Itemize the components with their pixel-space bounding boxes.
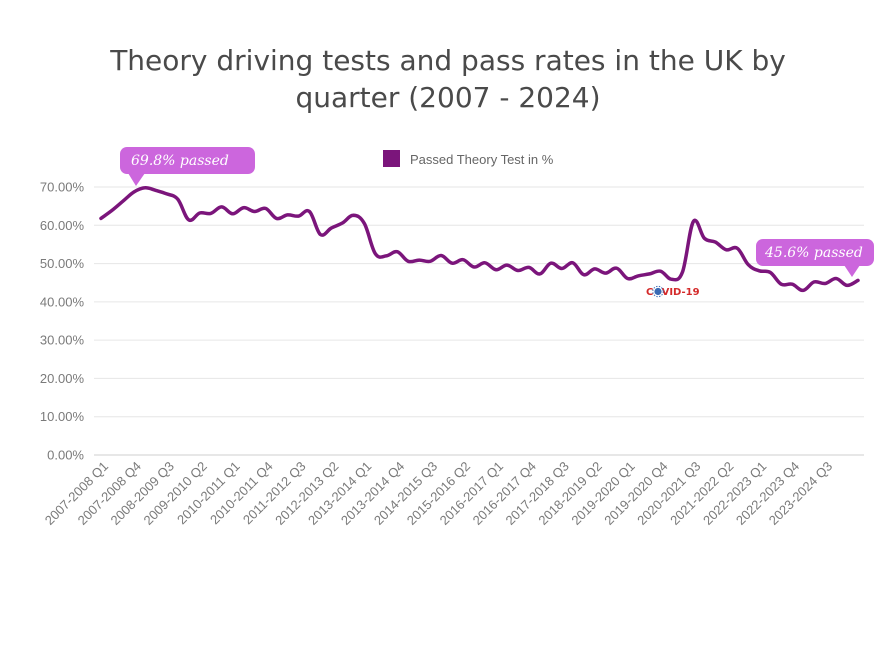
data-point [582,273,585,276]
data-point [264,207,267,210]
data-point [286,213,289,216]
data-point [549,262,552,265]
data-point [231,212,234,215]
data-point [253,210,256,213]
end-callout-text: 45.6% passed [764,245,863,261]
data-point [802,289,805,292]
data-point [121,200,124,203]
data-point [143,186,146,189]
start-callout-text: 69.8% passed [131,153,229,169]
data-point [835,277,838,280]
data-point [516,269,519,272]
start-callout-box [120,147,255,174]
data-point [429,260,432,263]
data-point [813,280,816,283]
data-point [473,266,476,269]
legend-swatch [383,150,400,167]
data-point [275,217,278,220]
data-point [396,250,399,253]
data-point [352,214,355,217]
data-point [604,272,607,275]
virus-icon [652,285,664,298]
covid-label: COVID-19 [646,287,700,298]
data-point [374,252,377,255]
data-point [308,210,311,213]
legend-label: Passed Theory Test in % [410,152,554,167]
end-callout: 45.6% passed [756,239,874,277]
data-point [319,233,322,236]
data-point [846,284,849,287]
data-point [769,271,772,274]
data-point [538,272,541,275]
y-tick-label: 10.00% [40,409,85,424]
data-point [593,267,596,270]
grid-lines [94,186,864,456]
start-callout-pointer [128,173,145,186]
data-point [648,272,651,275]
data-point [407,260,410,263]
data-point [440,254,443,257]
data-point [659,270,662,273]
data-point [341,222,344,225]
chart-title: Theory driving tests and pass rates in t… [110,44,786,114]
data-point [495,268,498,271]
data-point [626,277,629,280]
end-callout-pointer [844,265,860,277]
data-point [824,282,827,285]
data-point [791,283,794,286]
data-point [780,283,783,286]
data-point [297,215,300,218]
data-point [220,205,223,208]
data-point [484,261,487,264]
data-point [560,267,563,270]
data-point [637,274,640,277]
data-point [857,279,860,282]
data-point [615,267,618,270]
series-line [99,186,860,293]
data-point [242,206,245,209]
data-point [527,266,530,269]
covid-annotation: COVID-19 [646,285,700,298]
data-point [692,220,695,223]
data-points [100,186,860,292]
data-point [571,261,574,264]
data-point [418,259,421,262]
data-point [725,248,728,251]
y-axis-ticks: 0.00% 10.00% 20.00% 30.00% 40.00% 50.00% 60.00… [40,180,85,463]
data-point [451,262,454,265]
data-point [505,264,508,267]
y-tick-label: 60.00% [40,218,85,233]
data-point [758,269,761,272]
data-point [100,217,103,220]
data-point [736,247,739,250]
data-point [187,218,190,221]
data-point [385,254,388,257]
y-tick-label: 70.00% [40,180,85,195]
y-tick-label: 40.00% [40,294,85,309]
end-callout-box [756,239,874,266]
data-point [714,241,717,244]
data-point [176,198,179,201]
data-point [198,212,201,215]
y-tick-label: 30.00% [40,333,85,348]
data-point [154,189,157,192]
data-point [462,258,465,261]
data-point [330,227,333,230]
y-tick-label: 50.00% [40,256,85,271]
data-point [703,237,706,240]
data-point [363,222,366,225]
start-callout: 69.8% passed [120,147,255,186]
data-point [670,278,673,281]
data-point [681,271,684,274]
data-point [111,209,114,212]
y-tick-label: 0.00% [47,448,84,463]
data-point [209,212,212,215]
y-tick-label: 20.00% [40,371,85,386]
data-point [165,192,168,195]
legend: Passed Theory Test in % [383,150,554,167]
data-point [132,191,135,194]
data-point [747,263,750,266]
